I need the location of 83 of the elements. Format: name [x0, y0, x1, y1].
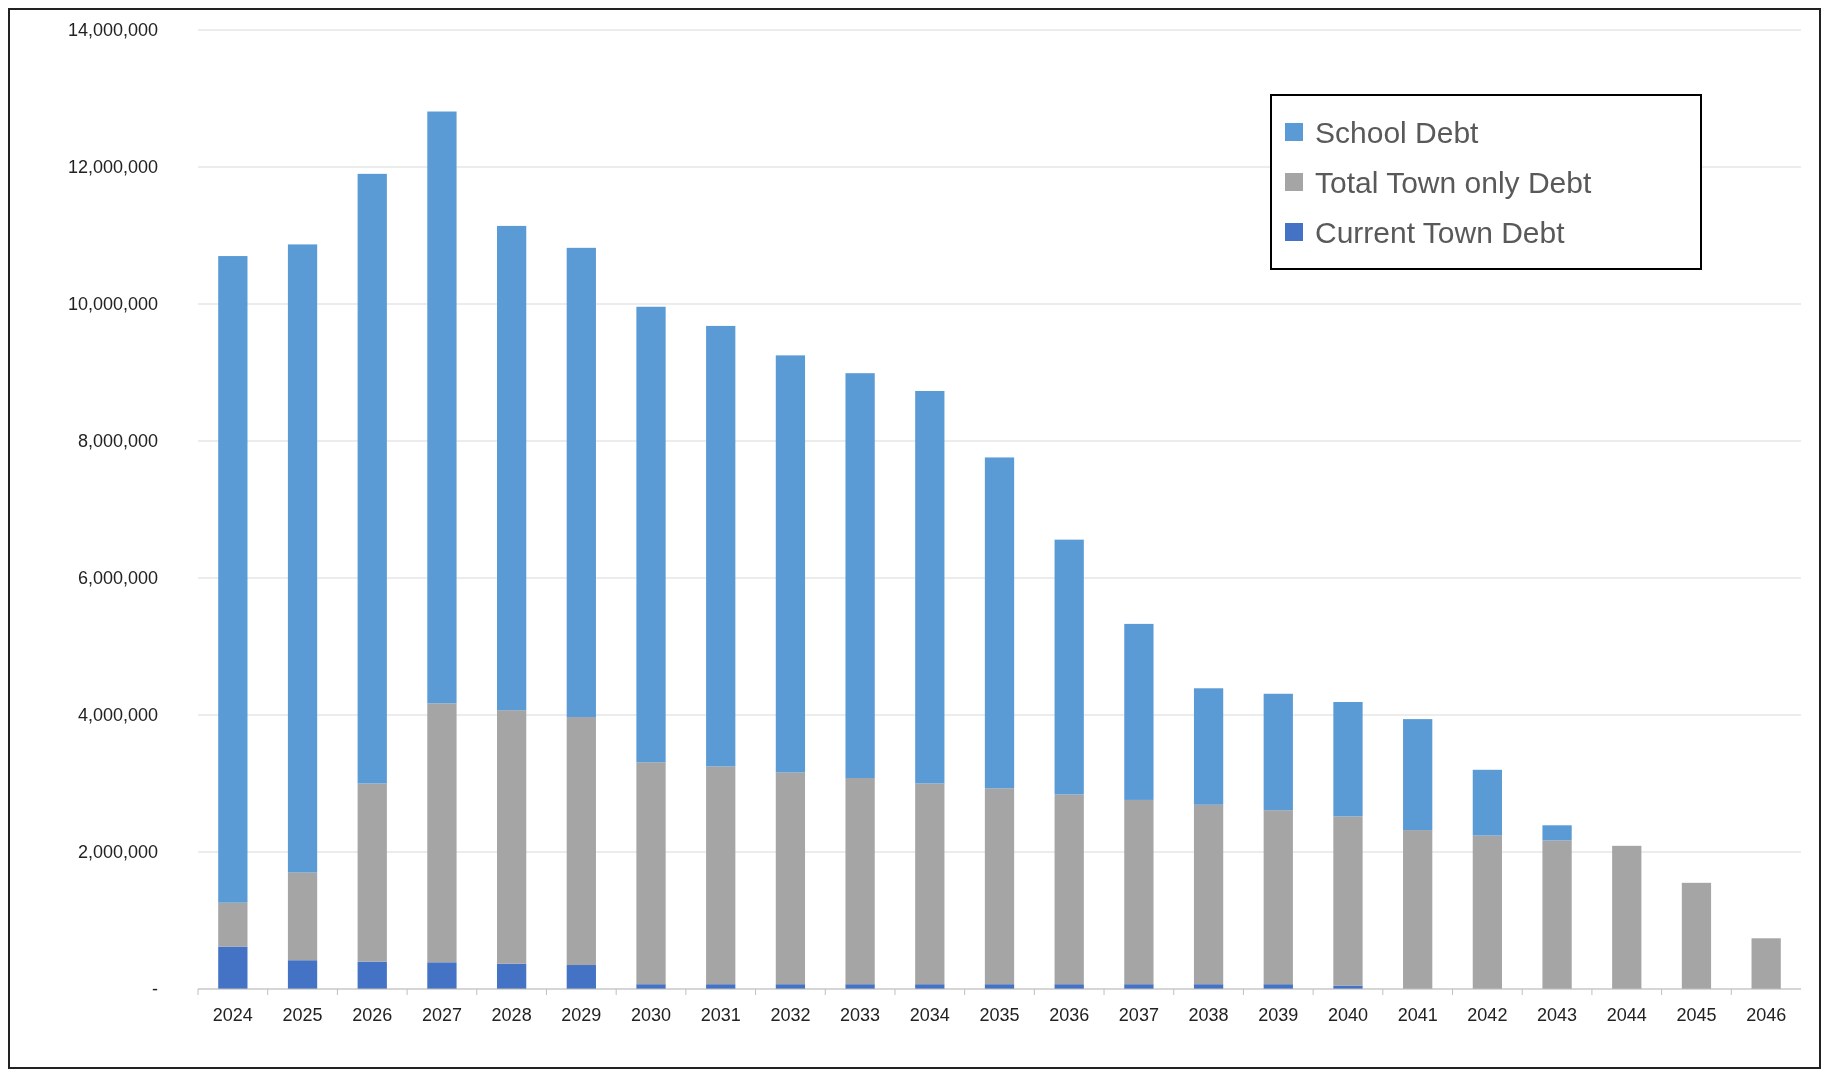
- x-tick-label: 2030: [631, 1005, 672, 1025]
- y-tick-label: 14,000,000: [67, 20, 158, 41]
- bar: [566, 965, 596, 989]
- bar: [1263, 810, 1293, 985]
- bar: [496, 963, 527, 989]
- bar: [357, 961, 387, 989]
- x-tick-label: 2039: [1258, 1005, 1299, 1025]
- legend-label: Current Town Debt: [1315, 215, 1566, 249]
- bar: [1333, 701, 1363, 817]
- x-tick-label: 2024: [212, 1005, 253, 1025]
- bar: [427, 111, 457, 704]
- bar: [357, 173, 387, 784]
- x-tick-label: 2045: [1676, 1005, 1717, 1025]
- x-tick-label: 2025: [282, 1005, 323, 1025]
- x-tick-label: 2026: [352, 1005, 393, 1025]
- bar: [636, 762, 666, 985]
- bar: [1124, 623, 1154, 800]
- bar: [287, 960, 318, 989]
- y-tick-label: 2,000,000: [77, 842, 158, 863]
- bar: [1193, 688, 1224, 805]
- x-tick-label: 2031: [700, 1005, 741, 1025]
- x-tick-label: 2029: [561, 1005, 602, 1025]
- bar: [1124, 799, 1154, 985]
- bar: [845, 778, 875, 985]
- bar: [706, 766, 736, 985]
- bar: [775, 355, 806, 773]
- bar: [566, 717, 596, 966]
- x-tick-label: 2041: [1397, 1005, 1438, 1025]
- y-tick-label: -: [152, 979, 158, 1000]
- x-tick-label: 2043: [1537, 1005, 1578, 1025]
- bar: [427, 703, 457, 963]
- x-tick-label: 2035: [979, 1005, 1020, 1025]
- bar: [1751, 938, 1781, 989]
- y-tick-label: 12,000,000: [67, 157, 158, 178]
- bar: [218, 902, 248, 947]
- y-tick-label: 4,000,000: [77, 705, 158, 726]
- bar: [1054, 539, 1084, 795]
- bar: [984, 457, 1015, 789]
- bar: [287, 872, 318, 961]
- x-tick-label: 2027: [421, 1005, 462, 1025]
- bar: [706, 325, 736, 767]
- bar: [218, 256, 248, 903]
- bar: [1472, 769, 1502, 836]
- bar: [427, 962, 457, 989]
- legend-label: School Debt: [1315, 115, 1480, 149]
- x-tick-label: 2042: [1467, 1005, 1508, 1025]
- bar: [218, 946, 248, 989]
- bar: [1403, 719, 1433, 831]
- bar: [1263, 693, 1293, 811]
- bar: [1054, 794, 1084, 985]
- bar: [1403, 830, 1433, 989]
- bar: [845, 373, 875, 779]
- bar: [1193, 804, 1224, 985]
- bar: [1542, 840, 1572, 989]
- bar: [357, 783, 387, 962]
- bar: [1612, 845, 1642, 989]
- x-tick-label: 2046: [1746, 1005, 1787, 1025]
- bar: [496, 710, 527, 964]
- bar: [1681, 882, 1712, 989]
- x-tick-label: 2037: [1118, 1005, 1159, 1025]
- legend-label: Total Town only Debt: [1315, 165, 1592, 199]
- bar: [915, 391, 945, 784]
- bar: [1472, 835, 1502, 989]
- x-tick-label: 2038: [1188, 1005, 1229, 1025]
- bar: [1542, 825, 1572, 841]
- bar: [496, 225, 527, 711]
- x-tick-label: 2036: [1049, 1005, 1090, 1025]
- bar: [1333, 816, 1363, 986]
- bar: [915, 783, 945, 985]
- x-tick-label: 2032: [770, 1005, 811, 1025]
- x-tick-label: 2028: [491, 1005, 532, 1025]
- bar: [566, 247, 596, 718]
- y-tick-label: 10,000,000: [67, 294, 158, 315]
- x-tick-label: 2033: [840, 1005, 881, 1025]
- y-tick-label: 8,000,000: [77, 431, 158, 452]
- x-tick-label: 2034: [909, 1005, 950, 1025]
- x-tick-label: 2040: [1327, 1005, 1368, 1025]
- bar: [636, 306, 666, 763]
- bar: [775, 772, 806, 985]
- bar: [984, 788, 1015, 985]
- bar: [287, 244, 318, 873]
- x-tick-label: 2044: [1606, 1005, 1647, 1025]
- y-tick-label: 6,000,000: [77, 568, 158, 589]
